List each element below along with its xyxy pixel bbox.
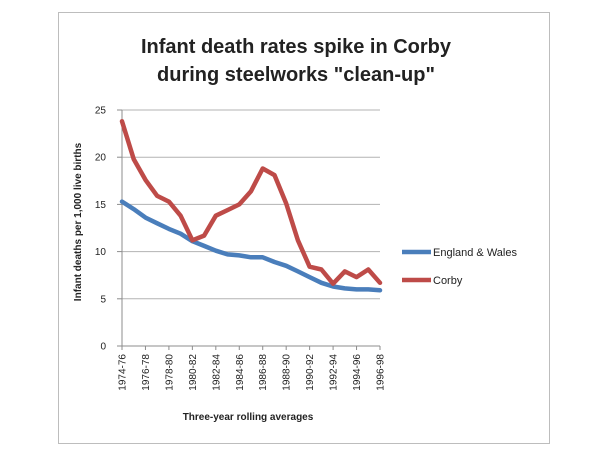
chart-title-line-1: Infant death rates spike in Corby	[141, 36, 452, 58]
chart-title-line-2: during steelworks "clean-up"	[157, 64, 435, 86]
series-lines	[119, 119, 383, 293]
x-tick-labels: 1974-76 1976-78 1978-80 1980-82 1982-84 1984-…	[118, 346, 387, 391]
x-tick-label: 1990-92	[305, 354, 316, 391]
y-axis-label: Infant deaths per 1,000 live births	[73, 142, 84, 301]
x-tick-label: 1992-94	[329, 354, 340, 391]
x-axis-label: Three-year rolling averages	[183, 412, 314, 423]
x-tick-label: 1978-80	[164, 354, 175, 391]
x-tick-label: 1980-82	[188, 354, 199, 391]
y-tick-label: 0	[100, 342, 106, 353]
x-tick-label: 1994-96	[352, 354, 363, 391]
x-tick-label: 1976-78	[141, 354, 152, 391]
gridlines	[117, 109, 380, 347]
x-tick-label: 1988-90	[282, 354, 293, 391]
y-tick-labels: 0 5 10 15 20 25	[95, 106, 107, 353]
y-tick-label: 15	[95, 200, 107, 211]
x-tick-label: 1974-76	[118, 354, 129, 391]
series-line-england-wales	[119, 199, 383, 293]
y-tick-label: 20	[95, 153, 107, 164]
x-tick-label: 1984-86	[235, 354, 246, 391]
legend: England & Wales Corby	[402, 247, 517, 287]
x-tick-label: 1996-98	[376, 354, 387, 391]
chart-frame	[58, 12, 550, 444]
y-tick-label: 10	[95, 247, 107, 258]
x-tick-label: 1982-84	[211, 354, 222, 391]
legend-label-england-wales: England & Wales	[433, 247, 517, 259]
y-tick-label: 5	[100, 294, 106, 305]
y-tick-label: 25	[95, 106, 107, 117]
legend-label-corby: Corby	[433, 275, 463, 287]
x-tick-label: 1986-88	[258, 354, 269, 391]
series-line-corby	[119, 119, 383, 286]
